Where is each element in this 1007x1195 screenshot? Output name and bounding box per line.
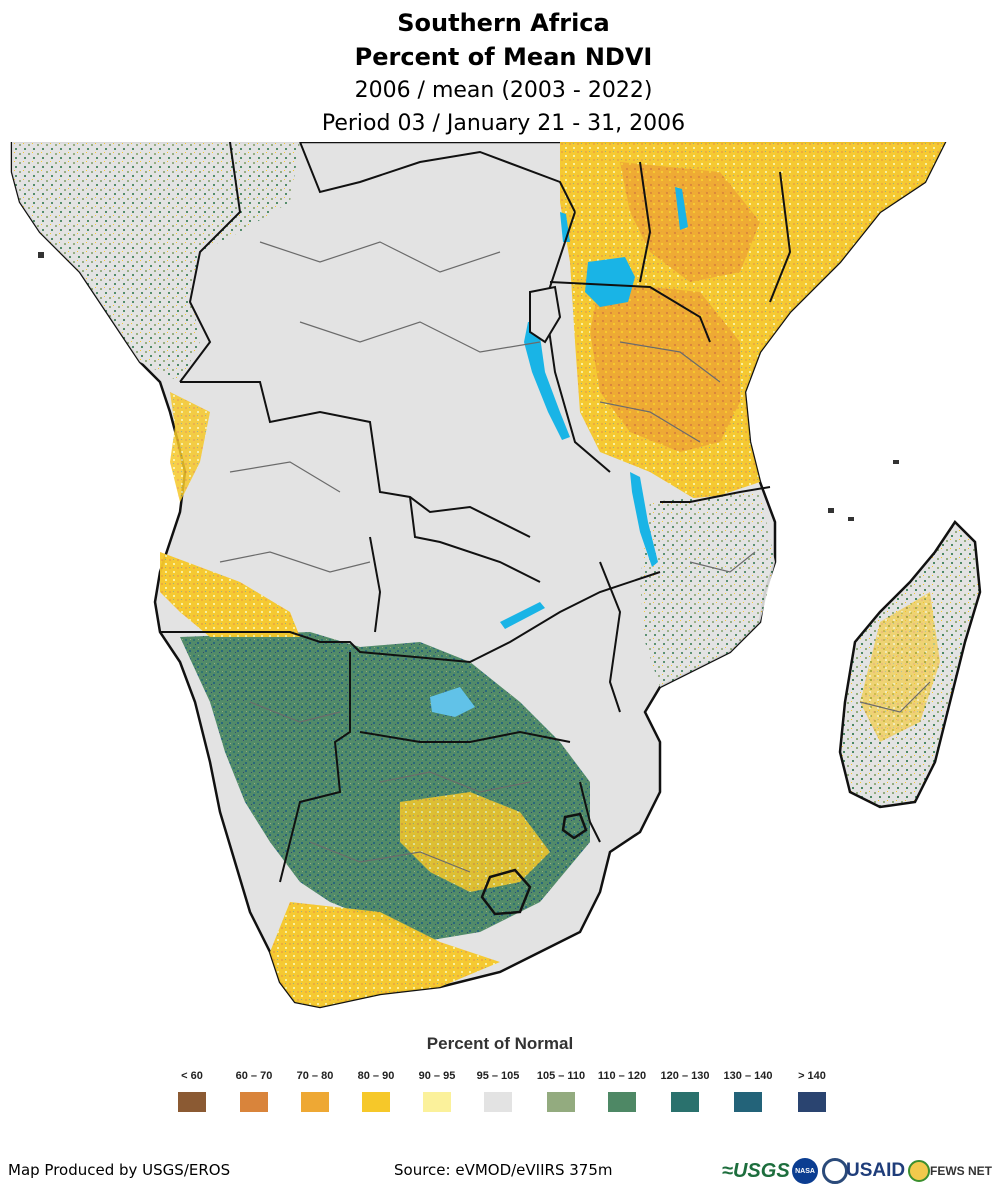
zone-dry-angola-north [170, 392, 210, 502]
ndvi-map [10, 142, 982, 1009]
map-subtitle-period: Period 03 / January 21 - 31, 2006 [321, 111, 686, 136]
admin-borders [219, 241, 931, 873]
legend-label: 130 – 140 [723, 1070, 773, 1082]
legend-swatch [178, 1092, 206, 1112]
fews-net-logo: FEWS NET [930, 1164, 992, 1178]
lake-tanganyika [524, 322, 570, 440]
map-title-block: Southern Africa Percent of Mean NDVI 200… [0, 6, 1007, 140]
legend-swatch [734, 1092, 762, 1112]
zone-mixed-mozambique [640, 492, 775, 687]
legend-label: 70 – 80 [296, 1070, 334, 1082]
legend-swatch [608, 1092, 636, 1112]
legend-title: Percent of Normal [426, 1034, 574, 1053]
island-atlantic [38, 252, 44, 258]
map-title-region: Southern Africa [397, 9, 610, 37]
legend-swatch [671, 1092, 699, 1112]
lake-turkana [675, 187, 688, 230]
legend-item: < 60 [162, 1068, 222, 1112]
legend-label: > 140 [798, 1070, 826, 1082]
legend-label: 60 – 70 [235, 1070, 273, 1082]
legend-label: 90 – 95 [418, 1070, 456, 1082]
legend-swatch [798, 1092, 826, 1112]
lesotho [480, 868, 532, 916]
country-borders [160, 142, 792, 883]
footer-source: Source: eVMOD/eVIIRS 375m [394, 1161, 613, 1179]
legend-item: 105 – 110 [531, 1068, 591, 1112]
usgs-logo: ≈USGS [722, 1159, 790, 1182]
legend-item: 120 – 130 [655, 1068, 715, 1112]
legend-item: 95 – 105 [468, 1068, 528, 1112]
legend-swatch [547, 1092, 575, 1112]
island-comoros-2 [848, 517, 854, 521]
usaid-logo: USAID [846, 1160, 906, 1181]
legend-item: 90 – 95 [407, 1068, 467, 1112]
legend-swatch [484, 1092, 512, 1112]
okavango-delta [430, 687, 475, 717]
partner-logos: ≈USGS NASA USAID FEWS NET [722, 1156, 1002, 1186]
zone-dry-south-africa [270, 902, 500, 1007]
legend-swatch [362, 1092, 390, 1112]
eswatini [561, 812, 588, 840]
madagascar-dry-interior [860, 592, 940, 742]
legend-item: 70 – 80 [285, 1068, 345, 1112]
legend-swatch [301, 1092, 329, 1112]
legend-label: 105 – 110 [536, 1070, 586, 1082]
nasa-logo: NASA [792, 1158, 818, 1184]
legend-item: > 140 [782, 1068, 842, 1112]
island-seychelles [893, 460, 899, 464]
legend-item: 110 – 120 [592, 1068, 652, 1112]
legend-label: 110 – 120 [597, 1070, 647, 1082]
zone-dry-sa-interior [400, 792, 550, 892]
legend-item: 60 – 70 [224, 1068, 284, 1112]
island-comoros-1 [828, 508, 834, 513]
footer-produced-by: Map Produced by USGS/EROS [8, 1161, 231, 1179]
usaid-seal-icon [822, 1158, 848, 1184]
map-subtitle-years: 2006 / mean (2003 - 2022) [354, 78, 653, 103]
zone-wet-west-africa [12, 142, 300, 382]
legend-label: 80 – 90 [357, 1070, 395, 1082]
legend-swatch [240, 1092, 268, 1112]
legend: < 60 60 – 70 70 – 80 80 – 90 90 – 95 95 … [170, 1068, 840, 1118]
zone-dry-angola-coast [160, 552, 300, 637]
lake-victoria [585, 257, 635, 307]
legend-label: < 60 [181, 1070, 203, 1082]
burundi-rwanda [529, 285, 562, 344]
legend-label: 95 – 105 [476, 1070, 520, 1082]
fews-globe-icon [908, 1160, 930, 1182]
legend-label: 120 – 130 [660, 1070, 710, 1082]
lake-malawi [630, 472, 658, 567]
legend-item: 130 – 140 [718, 1068, 778, 1112]
legend-item: 80 – 90 [346, 1068, 406, 1112]
legend-swatch [423, 1092, 451, 1112]
zone-very-dry-ethiopia [620, 162, 760, 282]
map-title-product: Percent of Mean NDVI [354, 43, 653, 71]
lake-kariba [500, 602, 545, 629]
